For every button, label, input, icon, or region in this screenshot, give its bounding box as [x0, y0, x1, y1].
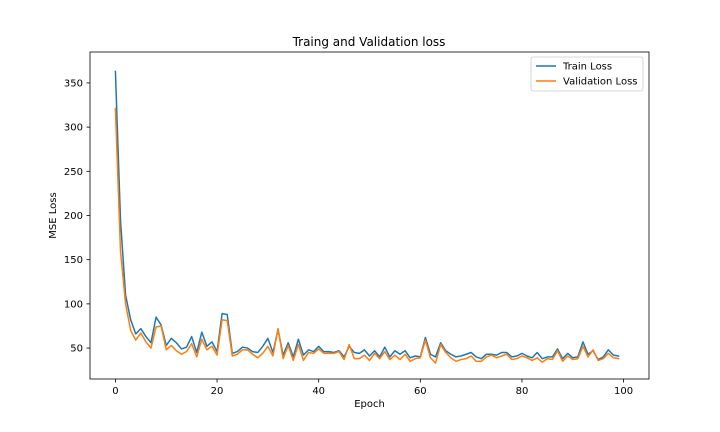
y-tick-label: 150	[64, 255, 83, 266]
x-tick-label: 0	[112, 386, 118, 397]
x-tick-label: 80	[516, 386, 529, 397]
plot-area	[114, 70, 620, 364]
legend-label: Train Loss	[562, 62, 612, 73]
x-tick-label: 40	[312, 386, 325, 397]
y-tick-label: 250	[64, 167, 83, 178]
legend-label: Validation Loss	[563, 77, 638, 88]
y-tick-label: 200	[64, 211, 83, 222]
x-tick-label: 60	[414, 386, 427, 397]
y-axis: 50 100 150 200 250 300 350	[64, 78, 90, 355]
legend: Train Loss Validation Loss	[530, 56, 644, 92]
y-axis-label: MSE Loss	[48, 192, 59, 238]
y-tick-label: 300	[64, 123, 83, 134]
x-axis-label: Epoch	[354, 399, 385, 410]
x-axis: 0 20 40 60 80 100	[112, 379, 633, 397]
y-tick-label: 50	[70, 344, 83, 355]
chart-title: Traing and Validation loss	[292, 35, 446, 49]
x-tick-label: 20	[211, 386, 224, 397]
y-tick-label: 350	[64, 78, 83, 89]
legend-box	[530, 56, 644, 92]
series-line-train-loss	[114, 70, 620, 361]
y-tick-label: 100	[64, 299, 83, 310]
x-tick-label: 100	[614, 386, 633, 397]
series-line-validation-loss	[114, 107, 620, 364]
